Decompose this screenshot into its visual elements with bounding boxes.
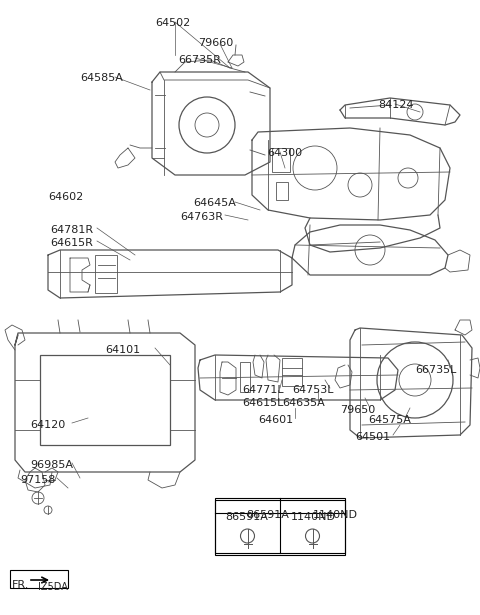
Text: 97158: 97158 bbox=[20, 475, 55, 485]
Bar bbox=[282, 358, 302, 386]
Text: 86591A: 86591A bbox=[246, 510, 289, 520]
Bar bbox=[272, 148, 290, 172]
Bar bbox=[240, 362, 250, 392]
Text: 64615R: 64615R bbox=[50, 238, 93, 248]
Text: 79650: 79650 bbox=[340, 405, 375, 415]
Text: 64645A: 64645A bbox=[193, 198, 236, 208]
Text: 64763R: 64763R bbox=[180, 212, 223, 222]
Text: 64585A: 64585A bbox=[80, 73, 123, 83]
Text: 64501: 64501 bbox=[355, 432, 390, 442]
Text: 64575A: 64575A bbox=[368, 415, 411, 425]
Bar bbox=[276, 182, 288, 200]
Text: 64781R: 64781R bbox=[50, 225, 93, 235]
Text: IZ5DA: IZ5DA bbox=[38, 582, 68, 592]
Text: 66735L: 66735L bbox=[415, 365, 456, 375]
Text: FR.: FR. bbox=[12, 580, 29, 590]
Text: 64601: 64601 bbox=[258, 415, 293, 425]
Text: 64635A: 64635A bbox=[282, 398, 325, 408]
Text: 96985A: 96985A bbox=[30, 460, 73, 470]
Text: 64502: 64502 bbox=[155, 18, 190, 28]
Text: 64101: 64101 bbox=[105, 345, 140, 355]
Text: 66735R: 66735R bbox=[178, 55, 221, 65]
Text: 64615L: 64615L bbox=[242, 398, 283, 408]
Text: 64300: 64300 bbox=[267, 148, 302, 158]
Text: 86591A: 86591A bbox=[226, 512, 268, 522]
Bar bbox=[95, 255, 117, 293]
Bar bbox=[40, 355, 170, 445]
Bar bbox=[215, 498, 345, 553]
Text: 1140ND: 1140ND bbox=[313, 510, 358, 520]
Text: 64602: 64602 bbox=[48, 192, 83, 202]
Text: 64771L: 64771L bbox=[242, 385, 284, 395]
Bar bbox=[10, 570, 68, 588]
Text: 79660: 79660 bbox=[198, 38, 233, 48]
Text: 1140ND: 1140ND bbox=[290, 512, 336, 522]
Text: 84124: 84124 bbox=[378, 100, 413, 110]
Bar bbox=[215, 500, 345, 555]
Text: 64753L: 64753L bbox=[292, 385, 334, 395]
Text: 64120: 64120 bbox=[30, 420, 65, 430]
